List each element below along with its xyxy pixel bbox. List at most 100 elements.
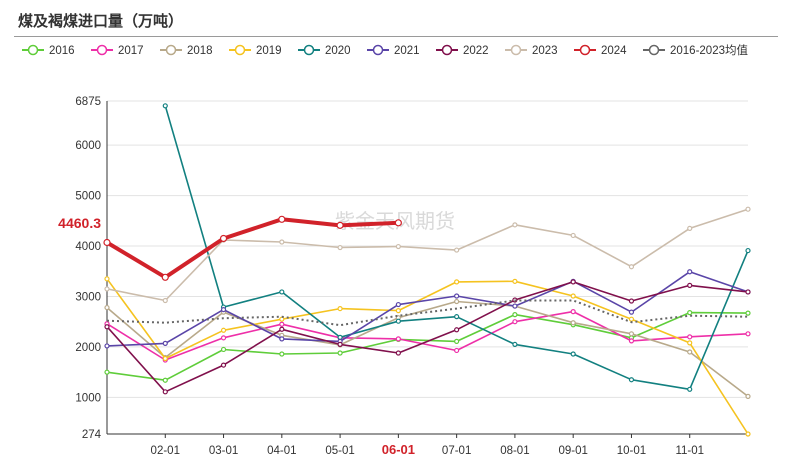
legend-label-2020[interactable]: 2020 — [325, 45, 351, 57]
legend-marker-2020[interactable] — [303, 44, 315, 56]
data-point-2020 — [162, 103, 168, 109]
data-point-2023 — [687, 225, 693, 231]
data-point-2019 — [745, 431, 751, 437]
y-tick-label: 3000 — [75, 291, 101, 303]
y-tick-label: 4000 — [75, 241, 101, 253]
legend-label-2022[interactable]: 2022 — [463, 45, 489, 57]
data-point-2024 — [336, 221, 344, 229]
data-point-2016 — [104, 369, 110, 375]
data-point-2020 — [337, 334, 343, 340]
data-point-2022 — [162, 389, 168, 395]
legend-marker-2019[interactable] — [234, 44, 246, 56]
series-line-2022 — [106, 281, 749, 393]
data-point-2020 — [395, 318, 401, 324]
data-point-2019 — [162, 355, 168, 362]
data-point-2021 — [279, 336, 285, 342]
data-point-2016 — [454, 338, 460, 344]
data-point-2023 — [337, 244, 343, 251]
x-tick-label: 10-01 — [617, 445, 646, 457]
legend-marker-2021[interactable] — [372, 44, 384, 56]
series-line-2021 — [106, 271, 749, 347]
data-point-2023 — [512, 222, 518, 228]
series-line-2024 — [105, 217, 399, 280]
legend-label-2019[interactable]: 2019 — [256, 45, 282, 57]
legend-marker-2018[interactable] — [165, 44, 177, 56]
data-point-2021 — [628, 309, 635, 315]
data-point-2022 — [220, 362, 227, 368]
data-point-2019 — [687, 340, 693, 346]
data-point-2022 — [570, 279, 576, 285]
data-point-2017 — [279, 321, 285, 327]
data-point-2024 — [394, 219, 402, 227]
data-point-2016 — [337, 350, 343, 356]
data-point-2024 — [103, 238, 111, 247]
legend-marker-2022[interactable] — [441, 44, 453, 56]
data-point-2022 — [745, 289, 751, 295]
y-tick-label: 5000 — [75, 191, 101, 203]
data-point-2017 — [395, 336, 401, 342]
x-tick-label: 02-01 — [151, 445, 180, 457]
data-point-2016 — [220, 346, 227, 353]
data-point-2024 — [219, 234, 228, 243]
data-point-2021 — [104, 343, 110, 349]
data-point-2020 — [454, 314, 460, 320]
legend-label-2016-2023均值[interactable]: 2016-2023均值 — [670, 44, 748, 57]
x-tick-label: 05-01 — [325, 445, 354, 457]
series-line-2016 — [106, 311, 749, 381]
data-point-2016 — [162, 377, 168, 383]
data-point-2022 — [337, 341, 343, 348]
data-point-2019 — [104, 276, 110, 282]
data-point-2017 — [570, 309, 576, 315]
data-point-2024 — [161, 273, 169, 281]
data-point-2019 — [337, 305, 343, 312]
data-point-2022 — [395, 350, 401, 356]
data-point-2019 — [570, 293, 576, 299]
x-tick-label: 11-01 — [675, 445, 704, 457]
data-point-2020 — [570, 351, 576, 357]
legend-label-2024[interactable]: 2024 — [601, 45, 627, 57]
legend-marker-2023[interactable] — [510, 44, 522, 56]
data-point-2023 — [628, 264, 635, 270]
data-point-2017 — [454, 347, 460, 354]
data-point-2016 — [279, 351, 285, 357]
legend-label-2021[interactable]: 2021 — [394, 45, 420, 57]
data-point-2018 — [745, 393, 751, 399]
data-point-2020 — [512, 341, 518, 348]
legend-marker-2016-2023均值[interactable] — [648, 44, 660, 56]
data-point-2018 — [687, 349, 693, 355]
legend-label-2018[interactable]: 2018 — [187, 45, 213, 57]
data-point-2016 — [512, 312, 518, 318]
x-tick-label: 08-01 — [500, 445, 529, 457]
legend-label-2017[interactable]: 2017 — [118, 45, 144, 57]
data-point-2022 — [104, 324, 110, 330]
data-point-2016 — [687, 310, 693, 316]
x-tick-label: 07-01 — [442, 445, 471, 457]
series-line-2017 — [106, 310, 749, 361]
series-line-2019 — [106, 278, 749, 435]
data-point-2019 — [395, 308, 401, 314]
series-line-2018 — [106, 300, 749, 398]
data-point-2021 — [512, 303, 518, 309]
data-point-2023 — [395, 243, 401, 250]
legend-marker-2017[interactable] — [96, 44, 108, 56]
legend-marker-2016[interactable] — [27, 44, 39, 56]
y-tick-label: 274 — [82, 429, 102, 441]
data-point-2023 — [162, 297, 168, 304]
data-point-2023 — [454, 247, 460, 253]
legend-label-2023[interactable]: 2023 — [532, 45, 558, 57]
data-point-2020 — [279, 289, 285, 295]
y-tick-label: 1000 — [75, 392, 101, 404]
y-tick-label: 6875 — [75, 96, 101, 108]
series-line-2016-2023均值 — [106, 299, 749, 327]
legend-marker-2024[interactable] — [579, 44, 591, 56]
data-point-2022 — [628, 298, 635, 304]
data-point-2022 — [687, 282, 693, 288]
data-point-2020 — [628, 377, 635, 383]
data-point-2021 — [454, 293, 460, 299]
data-point-2018 — [570, 320, 576, 326]
legend-label-2016[interactable]: 2016 — [49, 45, 75, 57]
current-value-label: 4460.3 — [58, 215, 101, 231]
data-point-2019 — [628, 316, 635, 322]
